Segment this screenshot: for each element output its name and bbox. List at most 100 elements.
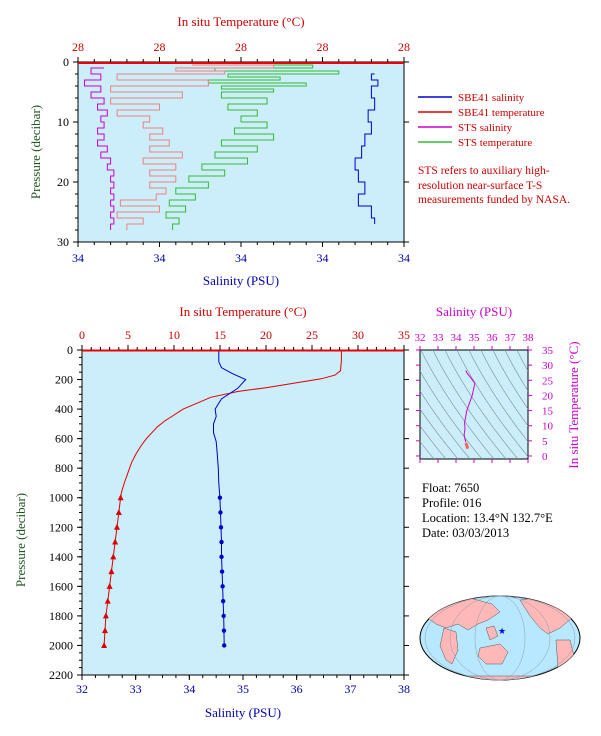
bottom-chart: 0200400600800100012001400160018002000220…: [13, 304, 410, 720]
density-contour: [524, 340, 601, 479]
bottom-xt-tick-label: 35: [398, 328, 410, 342]
density-contour: [468, 350, 528, 443]
ts-x-tick-label: 36: [487, 332, 499, 344]
ts-x-tick-label: 37: [505, 332, 517, 344]
top-xt-tick-label: 28: [235, 40, 247, 54]
marker-temperature: [104, 597, 111, 604]
top-y-tick-label: 0: [63, 55, 69, 69]
float-id: Float: 7650: [422, 481, 480, 495]
legend-label: STS temperature: [458, 137, 532, 149]
bottom-y-tick-label: 2000: [49, 638, 73, 652]
legend-label: SBE41 temperature: [458, 107, 545, 119]
density-contour: [420, 390, 471, 459]
legend: SBE41 salinity SBE41 temperature STS salin…: [418, 92, 545, 149]
ts-x-tick-label: 35: [469, 332, 481, 344]
ts-y-tick-label: 10: [542, 421, 554, 433]
top-y-tick-label: 30: [57, 235, 69, 249]
float-info: Float: 7650 Profile: 016 Location: 13.4°…: [422, 481, 553, 541]
marker-salinity: [220, 598, 226, 604]
bottom-xb-tick-label: 35: [237, 682, 249, 696]
south-america: [555, 639, 575, 673]
top-ylabel: Pressure (decibar): [28, 105, 43, 199]
series-temperature: [103, 350, 342, 646]
series-sbe41_salinity: [354, 73, 379, 224]
ts-y-tick-label: 15: [542, 406, 554, 418]
marker-temperature: [117, 494, 124, 501]
series-sbe41_temperature_upper: [110, 64, 275, 230]
density-contours: [420, 340, 601, 479]
legend-label: STS salinity: [458, 122, 513, 134]
ts-y-tick-label: 0: [542, 451, 548, 463]
density-contour: [444, 350, 519, 459]
top-xb-tick-label: 34: [317, 251, 329, 265]
density-contour: [456, 350, 528, 458]
bottom-xb-tick-label: 34: [183, 682, 195, 696]
marker-salinity: [221, 613, 226, 619]
density-contour: [420, 370, 483, 459]
ts-y-tick-label: 5: [542, 436, 548, 448]
bottom-y-tick-label: 600: [55, 432, 73, 446]
bottom-xlabel-temperature: In situ Temperature (°C): [179, 304, 306, 319]
location: Location: 13.4°N 132.7°E: [422, 511, 553, 525]
profile-number: Profile: 016: [422, 496, 482, 510]
float-location-marker: ★: [498, 626, 506, 636]
marker-salinity: [221, 628, 227, 633]
top-xb-tick-label: 34: [154, 251, 166, 265]
top-xt-tick-label: 28: [317, 40, 329, 54]
marker-temperature: [113, 523, 120, 530]
bottom-xb-tick-label: 36: [291, 682, 303, 696]
bottom-ylabel: Pressure (decibar): [13, 493, 28, 587]
top-y-tick-label: 20: [57, 175, 69, 189]
marker-temperature: [112, 538, 119, 545]
marker-salinity: [220, 584, 225, 589]
marker-temperature: [102, 612, 109, 619]
top-xlabel-temperature: In situ Temperature (°C): [177, 14, 304, 29]
bottom-y-tick-label: 0: [67, 343, 73, 357]
marker-temperature: [102, 627, 108, 634]
bottom-xb-tick-label: 32: [76, 682, 88, 696]
top-xb-tick-label: 34: [72, 251, 84, 265]
ts-y-tick-label: 20: [542, 390, 554, 402]
density-contour: [432, 350, 507, 459]
ts-x-tick-label: 34: [451, 332, 463, 344]
series-sts_salinity: [84, 67, 115, 230]
density-contour: [480, 350, 528, 427]
bottom-y-tick-label: 1800: [49, 609, 73, 623]
density-contour: [492, 350, 528, 410]
bottom-xt-tick-label: 15: [214, 328, 226, 342]
ts-diagram: 32 33 34 35 36 37 38 0 5 10 15 20 25 30 35 Salinity (PS…: [415, 304, 601, 479]
ts-x-tick-label: 33: [433, 332, 445, 344]
top-xt-tick-label: 28: [154, 40, 166, 54]
bottom-y-tick-label: 400: [55, 402, 73, 416]
bottom-y-tick-label: 1400: [49, 550, 73, 564]
ts-xlabel: Salinity (PSU): [436, 304, 512, 319]
marker-temperature: [101, 641, 108, 648]
top-xt-tick-label: 28: [72, 40, 84, 54]
bottom-y-tick-label: 800: [55, 461, 73, 475]
bottom-xt-tick-label: 30: [352, 328, 364, 342]
top-y-tick-label: 10: [57, 115, 69, 129]
marker-temperature: [106, 582, 113, 589]
africa-india: [439, 627, 459, 665]
top-xb-tick-label: 34: [235, 251, 247, 265]
bottom-y-tick-label: 200: [55, 373, 73, 387]
bottom-xlabel-salinity: Salinity (PSU): [205, 705, 281, 720]
indonesia: [485, 625, 499, 641]
marker-salinity: [218, 525, 224, 530]
bottom-y-tick-label: 1200: [49, 520, 73, 534]
ts-y-tick-label: 35: [542, 345, 554, 357]
australia: [477, 643, 509, 665]
ts-ylabel: In situ Temperature (°C): [566, 341, 581, 468]
marker-salinity: [217, 495, 223, 500]
sts-note: STS refers to auxiliary high-resolution …: [418, 165, 571, 206]
marker-salinity: [218, 510, 223, 515]
series-ts_deep: [464, 442, 470, 450]
ts-x-tick-label: 38: [523, 332, 535, 344]
top-xb-tick-label: 34: [398, 251, 410, 265]
world-map: ★: [419, 595, 581, 681]
marker-salinity: [219, 539, 224, 545]
ts-x-tick-label: 32: [415, 332, 426, 344]
series-ts: [463, 370, 476, 443]
bottom-xt-tick-label: 0: [79, 328, 85, 342]
